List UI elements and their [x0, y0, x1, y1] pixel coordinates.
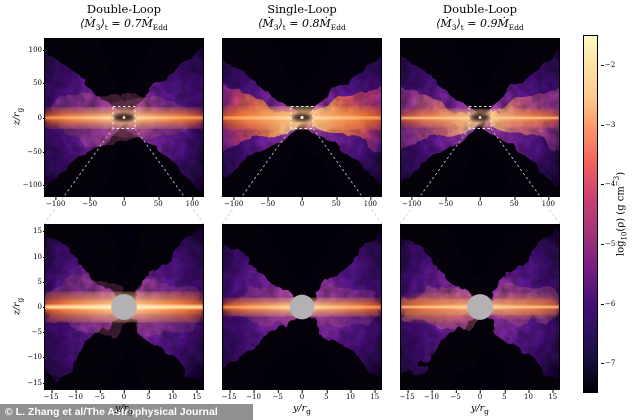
- model-label: Single-Loop: [267, 2, 337, 16]
- y-tick: 5: [37, 277, 47, 286]
- x-tick: 0: [477, 197, 483, 208]
- y-tick: 15: [33, 227, 46, 236]
- black-hole-mask-circle: [467, 294, 493, 320]
- x-tick: −5: [94, 390, 105, 401]
- colorbar-tick: −3: [600, 120, 616, 129]
- model-label: Double-Loop: [86, 2, 162, 16]
- x-axis-label-1: y/rg: [115, 403, 133, 416]
- x-tick: 100: [363, 197, 377, 208]
- density-panel-top-left: [44, 38, 204, 197]
- column-title-3: Double-Loop ⟨Ṁ3⟩t = 0.9ṀEdd: [400, 2, 560, 35]
- x-tick: 0: [121, 390, 127, 401]
- colorbar-tick: −6: [600, 299, 616, 308]
- x-tick: −50: [260, 197, 276, 208]
- x-tick: 5: [146, 390, 151, 401]
- watermark-credit: © L. Zhang et al/The Astrophysical Journ…: [0, 404, 253, 420]
- y-tick: 50: [33, 79, 46, 88]
- central-source-dot: [122, 116, 126, 119]
- column-title-2: Single-Loop ⟨Ṁ3⟩t = 0.8ṀEdd: [222, 2, 382, 35]
- x-axis-ticks-bottom-1: −15 −10 −5 0 5 10 15: [43, 390, 204, 403]
- x-tick: −10: [424, 390, 439, 401]
- x-tick: 50: [331, 197, 341, 208]
- x-tick: 0: [121, 197, 127, 208]
- x-tick: 5: [502, 390, 507, 401]
- central-source-dot: [300, 115, 304, 120]
- x-axis-label-3: y/rg: [471, 403, 489, 416]
- accretion-rate-label: ⟨Ṁ3⟩t = 0.9ṀEdd: [436, 17, 524, 33]
- y-tick: −5: [31, 328, 47, 337]
- x-tick: −15: [399, 390, 415, 401]
- y-tick: −10: [27, 353, 46, 362]
- x-tick: −5: [450, 390, 461, 401]
- x-tick: 50: [509, 197, 519, 208]
- y-tick: 100: [28, 45, 47, 54]
- x-axis-ticks-top-3: −100 −50 0 50 100: [400, 197, 560, 210]
- central-source-dot: [478, 116, 482, 119]
- x-axis-label-2: y/rg: [293, 403, 311, 416]
- x-axis-ticks-top-1: −100 −50 0 50 100: [44, 197, 204, 210]
- density-panel-top-middle: [222, 38, 382, 197]
- density-panel-bottom-left: [44, 224, 204, 390]
- accretion-rate-label: ⟨Ṁ3⟩t = 0.7ṀEdd: [80, 17, 168, 33]
- x-tick: 15: [548, 390, 558, 401]
- x-tick: 0: [477, 390, 483, 401]
- colorbar-tick: −7: [600, 359, 616, 368]
- x-tick: −10: [246, 390, 261, 401]
- density-panel-bottom-right: [400, 224, 560, 390]
- colorbar-tick: −4: [600, 180, 616, 189]
- x-tick: −100: [402, 197, 422, 208]
- x-axis-ticks-bottom-2: −15 −10 −5 0 5 10 15: [221, 390, 382, 403]
- y-tick: 0: [37, 303, 47, 311]
- x-tick: 15: [370, 390, 380, 401]
- x-tick: 50: [153, 197, 163, 208]
- colorbar-tick: −2: [600, 60, 616, 69]
- y-tick: −50: [27, 147, 46, 156]
- x-axis-ticks-top-2: −100 −50 0 50 100: [222, 197, 382, 210]
- x-tick: 0: [299, 390, 305, 401]
- density-panel-top-right: [400, 38, 560, 197]
- x-tick: 100: [541, 197, 555, 208]
- x-tick: −15: [43, 390, 59, 401]
- y-tick: 0: [37, 113, 47, 122]
- x-tick: 10: [168, 390, 177, 401]
- colorbar-tick: −5: [600, 239, 616, 248]
- x-tick: 15: [192, 390, 202, 401]
- colorbar-label: log10(ρ) (g cm−3): [613, 171, 629, 257]
- y-axis-label-top: z/rg: [11, 107, 25, 126]
- x-tick: 10: [346, 390, 355, 401]
- x-tick: −50: [438, 197, 454, 208]
- x-tick: −50: [82, 197, 98, 208]
- x-tick: 10: [524, 390, 533, 401]
- x-tick: 5: [324, 390, 329, 401]
- y-tick: −100: [22, 181, 47, 190]
- x-tick: −100: [46, 197, 66, 208]
- black-hole-mask-circle: [289, 294, 315, 320]
- x-tick: −5: [272, 390, 283, 401]
- x-axis-ticks-bottom-3: −15 −10 −5 0 5 10 15: [399, 390, 560, 403]
- y-axis-label-bottom: z/rg: [11, 297, 25, 316]
- colorbar-ticks: −2 −3 −4 −5 −6 −7: [600, 35, 625, 393]
- black-hole-mask-circle: [111, 294, 137, 320]
- y-tick: 10: [33, 252, 46, 261]
- y-tick: −15: [27, 378, 46, 387]
- density-panel-bottom-middle: [222, 224, 382, 390]
- column-title-1: Double-Loop ⟨Ṁ3⟩t = 0.7ṀEdd: [44, 2, 204, 35]
- x-tick: −15: [221, 390, 237, 401]
- accretion-rate-label: ⟨Ṁ3⟩t = 0.8ṀEdd: [258, 17, 346, 33]
- x-tick: 100: [185, 197, 199, 208]
- x-tick: −100: [224, 197, 244, 208]
- colorbar: [583, 35, 598, 393]
- x-tick: −10: [68, 390, 83, 401]
- model-label: Double-Loop: [442, 2, 518, 16]
- x-tick: 0: [299, 197, 305, 208]
